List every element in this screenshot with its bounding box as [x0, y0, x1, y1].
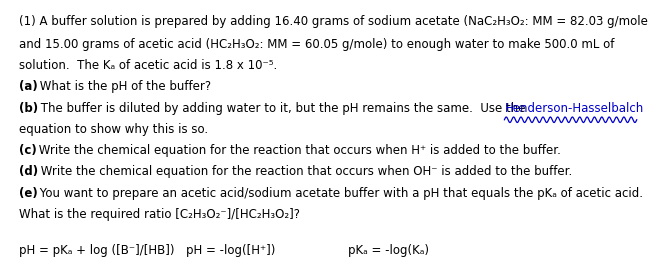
- Text: (d): (d): [19, 166, 38, 178]
- Text: pKₐ = -log(Kₐ): pKₐ = -log(Kₐ): [349, 244, 429, 257]
- Text: pH = -log([H⁺]): pH = -log([H⁺]): [186, 244, 275, 257]
- Text: You want to prepare an acetic acid/sodium acetate buffer with a pH that equals t: You want to prepare an acetic acid/sodiu…: [36, 187, 643, 200]
- Text: Write the chemical equation for the reaction that occurs when OH⁻ is added to th: Write the chemical equation for the reac…: [37, 166, 572, 178]
- Text: and 15.00 grams of acetic acid (HC₂H₃O₂: MM = 60.05 g/mole) to enough water to m: and 15.00 grams of acetic acid (HC₂H₃O₂:…: [19, 37, 614, 51]
- Text: (b): (b): [19, 101, 38, 114]
- Text: pH = pKₐ + log ([B⁻]/[HB]): pH = pKₐ + log ([B⁻]/[HB]): [19, 244, 174, 257]
- Text: The buffer is diluted by adding water to it, but the pH remains the same.  Use t: The buffer is diluted by adding water to…: [37, 101, 529, 114]
- Text: solution.  The Kₐ of acetic acid is 1.8 x 10⁻⁵.: solution. The Kₐ of acetic acid is 1.8 x…: [19, 59, 276, 72]
- Text: (1) A buffer solution is prepared by adding 16.40 grams of sodium acetate (NaC₂H: (1) A buffer solution is prepared by add…: [19, 15, 649, 28]
- Text: What is the pH of the buffer?: What is the pH of the buffer?: [36, 80, 212, 93]
- Text: Write the chemical equation for the reaction that occurs when H⁺ is added to the: Write the chemical equation for the reac…: [36, 144, 561, 157]
- Text: What is the required ratio [C₂H₃O₂⁻]/[HC₂H₃O₂]?: What is the required ratio [C₂H₃O₂⁻]/[HC…: [19, 208, 299, 221]
- Text: equation to show why this is so.: equation to show why this is so.: [19, 123, 208, 136]
- Text: Henderson-Hasselbalch: Henderson-Hasselbalch: [504, 101, 644, 114]
- Text: (e): (e): [19, 187, 37, 200]
- Text: (a): (a): [19, 80, 37, 93]
- Text: (c): (c): [19, 144, 36, 157]
